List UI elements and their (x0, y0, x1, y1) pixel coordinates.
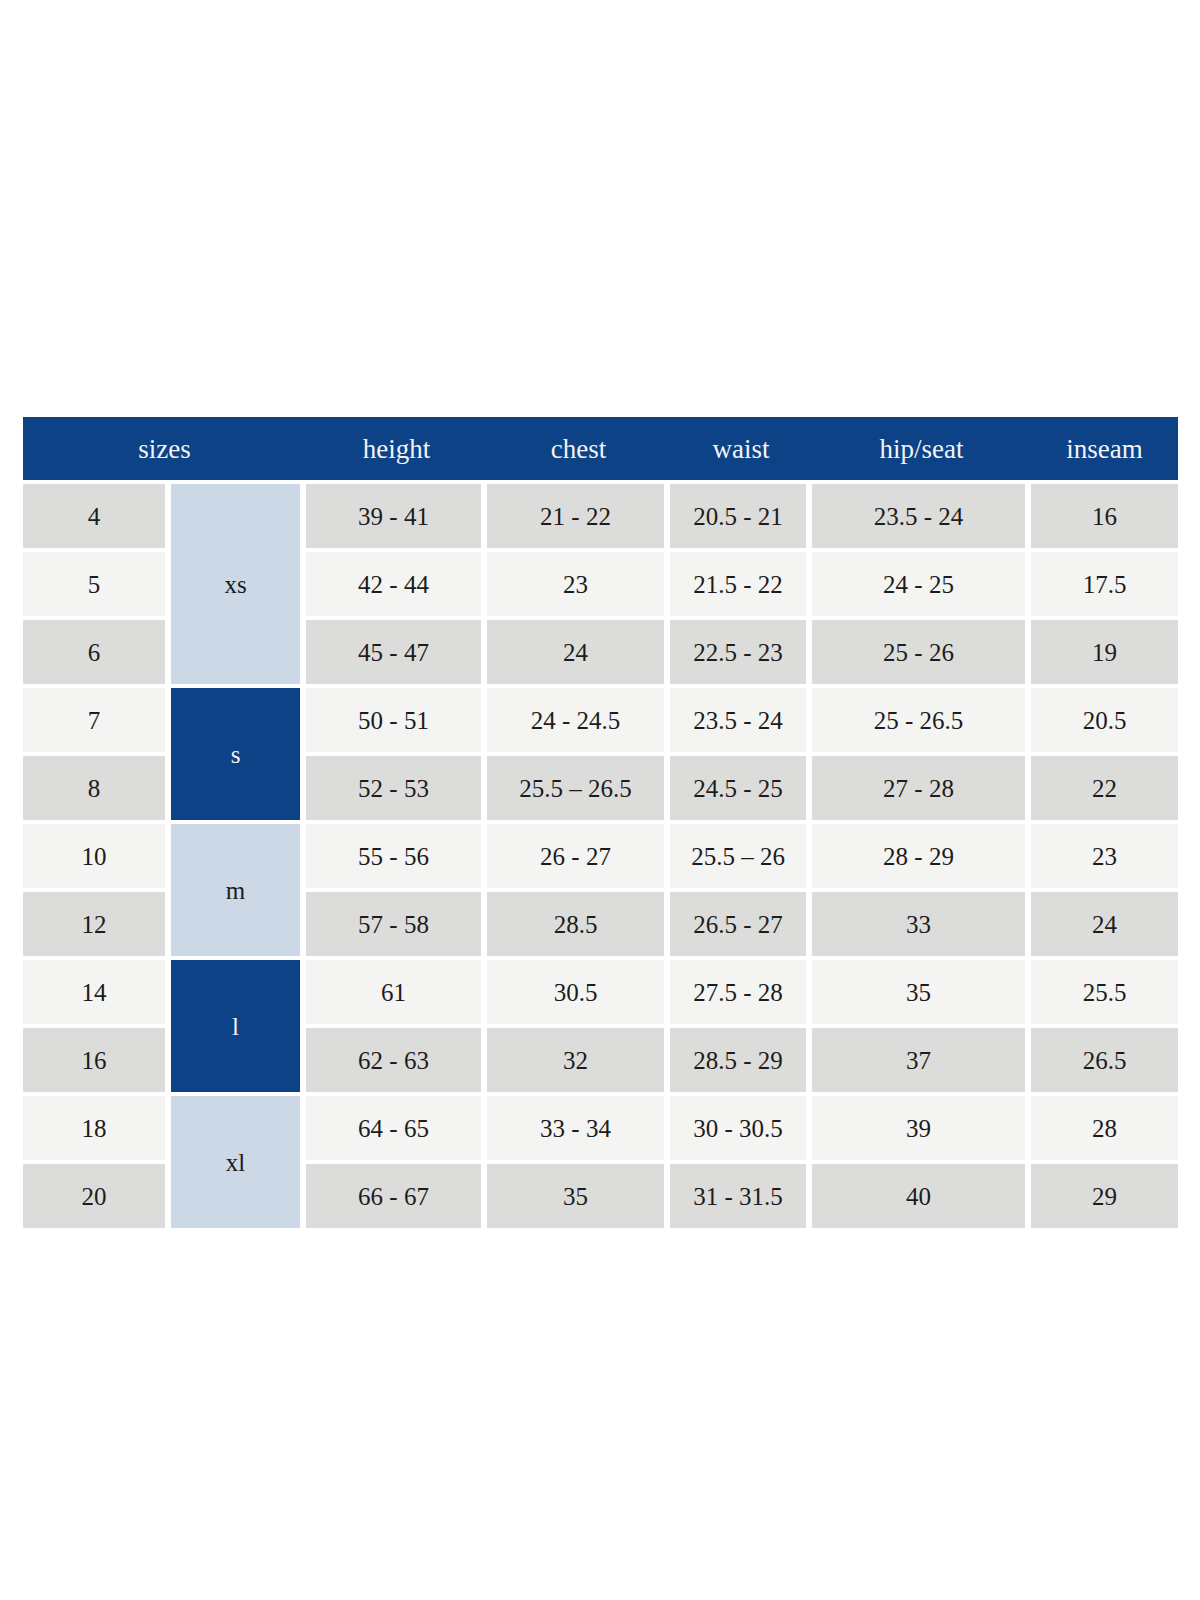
size-cell: 18 (23, 1096, 165, 1160)
chest-cell: 23 (487, 552, 664, 616)
chest-cell: 32 (487, 1028, 664, 1092)
size-chart-table: sizes height chest waist hip/seat inseam… (23, 417, 1178, 1228)
waist-cell: 26.5 - 27 (670, 892, 806, 956)
height-cell: 64 - 65 (306, 1096, 481, 1160)
size-group-cell-m: m (171, 824, 300, 956)
inseam-cell: 20.5 (1031, 688, 1178, 752)
waist-cell: 31 - 31.5 (670, 1164, 806, 1228)
column-header-chest: chest (487, 434, 670, 463)
size-group-cell-s: s (171, 688, 300, 820)
size-cell: 4 (23, 484, 165, 548)
hip-seat-cell: 25 - 26 (812, 620, 1025, 684)
inseam-cell: 23 (1031, 824, 1178, 888)
inseam-cell: 25.5 (1031, 960, 1178, 1024)
inseam-cell: 26.5 (1031, 1028, 1178, 1092)
inseam-cell: 17.5 (1031, 552, 1178, 616)
hip-seat-cell: 35 (812, 960, 1025, 1024)
hip-seat-cell: 23.5 - 24 (812, 484, 1025, 548)
inseam-cell: 28 (1031, 1096, 1178, 1160)
size-group-cell-xs: xs (171, 484, 300, 684)
column-header-hip-seat: hip/seat (812, 434, 1031, 463)
height-cell: 55 - 56 (306, 824, 481, 888)
waist-cell: 28.5 - 29 (670, 1028, 806, 1092)
size-cell: 10 (23, 824, 165, 888)
height-cell: 62 - 63 (306, 1028, 481, 1092)
height-cell: 61 (306, 960, 481, 1024)
waist-cell: 30 - 30.5 (670, 1096, 806, 1160)
size-cell: 8 (23, 756, 165, 820)
chest-cell: 30.5 (487, 960, 664, 1024)
size-cell: 16 (23, 1028, 165, 1092)
waist-cell: 23.5 - 24 (670, 688, 806, 752)
hip-seat-cell: 40 (812, 1164, 1025, 1228)
size-chart-header-row: sizes height chest waist hip/seat inseam (23, 417, 1178, 480)
size-cell: 6 (23, 620, 165, 684)
chest-cell: 35 (487, 1164, 664, 1228)
size-chart-body: 4xs39 - 4121 - 2220.5 - 2123.5 - 2416542… (23, 484, 1178, 1228)
size-group-cell-xl: xl (171, 1096, 300, 1228)
size-group-cell-l: l (171, 960, 300, 1092)
hip-seat-cell: 25 - 26.5 (812, 688, 1025, 752)
inseam-cell: 22 (1031, 756, 1178, 820)
hip-seat-cell: 24 - 25 (812, 552, 1025, 616)
waist-cell: 25.5 – 26 (670, 824, 806, 888)
inseam-cell: 29 (1031, 1164, 1178, 1228)
chest-cell: 24 (487, 620, 664, 684)
chest-cell: 28.5 (487, 892, 664, 956)
inseam-cell: 16 (1031, 484, 1178, 548)
height-cell: 57 - 58 (306, 892, 481, 956)
chest-cell: 25.5 – 26.5 (487, 756, 664, 820)
hip-seat-cell: 33 (812, 892, 1025, 956)
size-cell: 7 (23, 688, 165, 752)
column-header-waist: waist (670, 434, 812, 463)
height-cell: 66 - 67 (306, 1164, 481, 1228)
waist-cell: 20.5 - 21 (670, 484, 806, 548)
hip-seat-cell: 37 (812, 1028, 1025, 1092)
column-header-inseam: inseam (1031, 434, 1178, 463)
chest-cell: 26 - 27 (487, 824, 664, 888)
hip-seat-cell: 28 - 29 (812, 824, 1025, 888)
size-cell: 5 (23, 552, 165, 616)
chest-cell: 21 - 22 (487, 484, 664, 548)
column-header-height: height (306, 434, 487, 463)
size-cell: 20 (23, 1164, 165, 1228)
waist-cell: 27.5 - 28 (670, 960, 806, 1024)
height-cell: 50 - 51 (306, 688, 481, 752)
column-header-sizes: sizes (23, 434, 306, 463)
height-cell: 45 - 47 (306, 620, 481, 684)
waist-cell: 22.5 - 23 (670, 620, 806, 684)
height-cell: 42 - 44 (306, 552, 481, 616)
size-cell: 14 (23, 960, 165, 1024)
chest-cell: 24 - 24.5 (487, 688, 664, 752)
waist-cell: 21.5 - 22 (670, 552, 806, 616)
waist-cell: 24.5 - 25 (670, 756, 806, 820)
hip-seat-cell: 39 (812, 1096, 1025, 1160)
chest-cell: 33 - 34 (487, 1096, 664, 1160)
height-cell: 52 - 53 (306, 756, 481, 820)
hip-seat-cell: 27 - 28 (812, 756, 1025, 820)
size-cell: 12 (23, 892, 165, 956)
height-cell: 39 - 41 (306, 484, 481, 548)
inseam-cell: 24 (1031, 892, 1178, 956)
inseam-cell: 19 (1031, 620, 1178, 684)
